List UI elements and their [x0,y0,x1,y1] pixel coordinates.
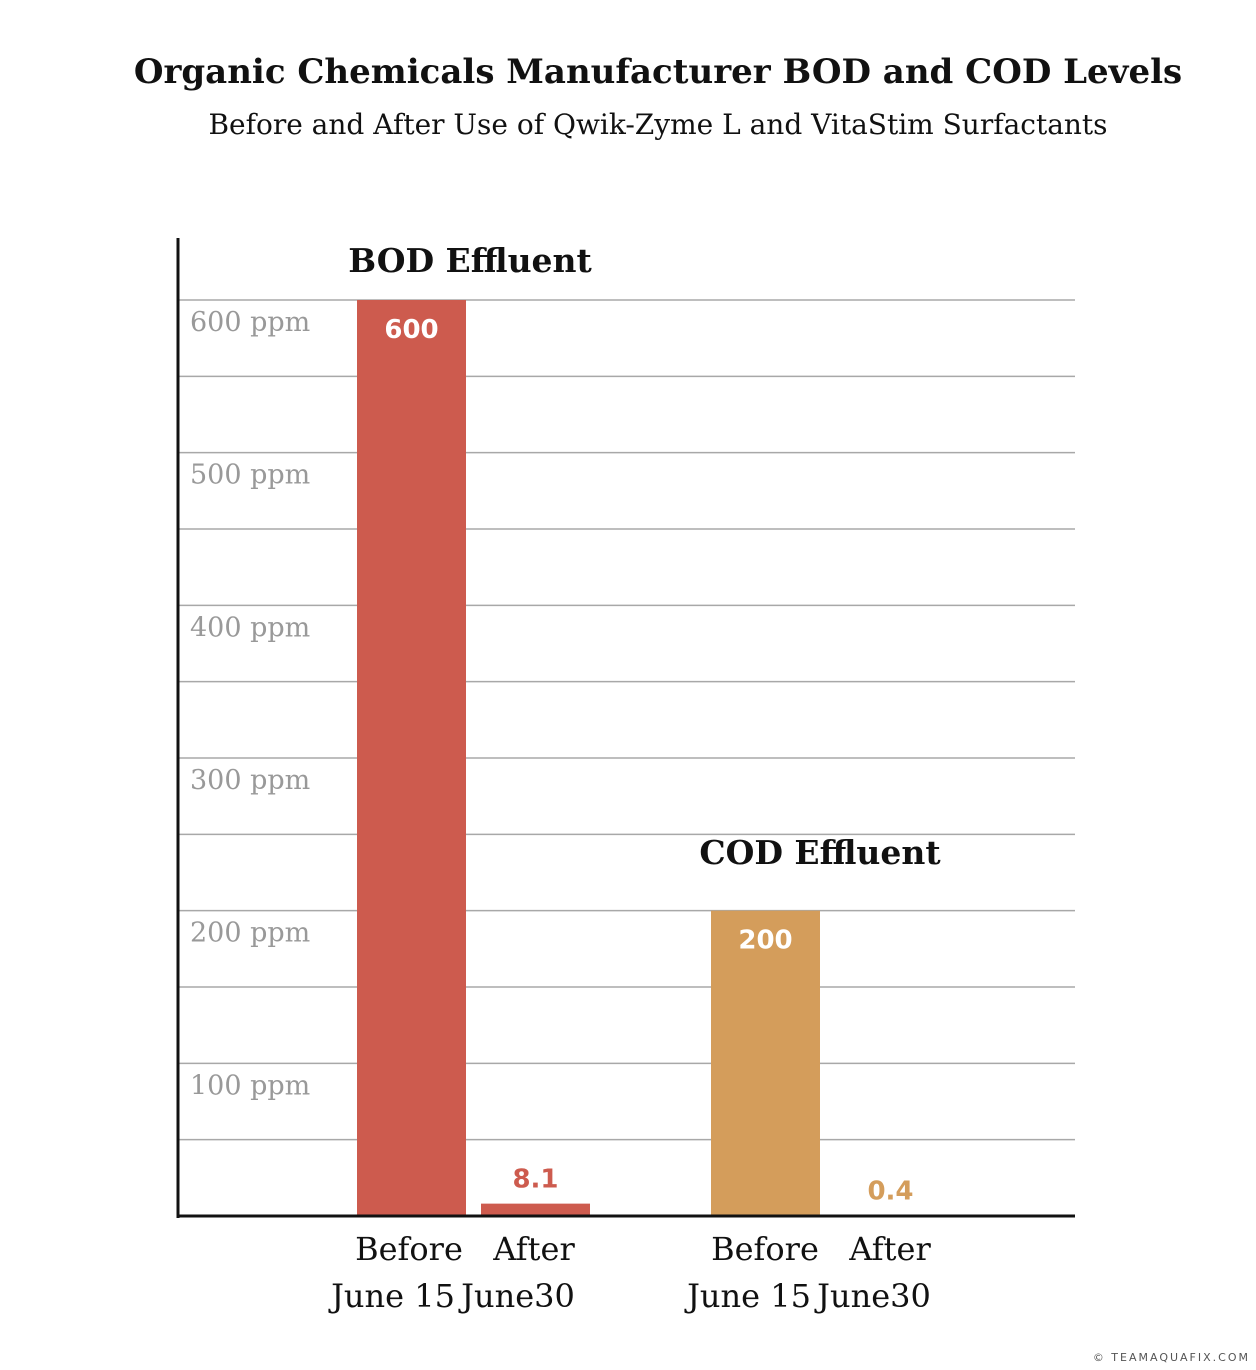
y-tick-label: 600 ppm [190,307,310,338]
series-label: COD Effluent [699,833,941,872]
x-tick-label: Before [355,1230,463,1268]
chart-subtitle: Before and After Use of Qwik-Zyme L and … [208,108,1108,141]
chart-title: Organic Chemicals Manufacturer BOD and C… [133,52,1183,92]
bar [481,1203,590,1216]
x-tick-label: Before [711,1230,819,1268]
data-label: 0.4 [867,1176,913,1206]
x-tick-label: June30 [458,1277,575,1315]
bar [711,910,820,1216]
y-tick-label: 400 ppm [190,612,310,643]
y-tick-label: 100 ppm [190,1070,310,1101]
y-tick-label: 200 ppm [190,918,310,949]
series-label: BOD Effluent [348,241,592,280]
x-tick-label: June 15 [684,1277,811,1315]
x-tick-label: June30 [814,1277,931,1315]
data-label: 600 [384,315,438,345]
y-tick-label: 500 ppm [190,460,310,491]
bar [357,300,466,1216]
x-tick-label: After [848,1230,931,1268]
data-label: 8.1 [512,1165,558,1195]
y-tick-label: 300 ppm [190,765,310,796]
x-tick-label: After [492,1230,575,1268]
watermark: © TEAMAQUAFIX.COM [1092,1351,1250,1364]
x-tick-label: June 15 [328,1277,455,1315]
data-label: 200 [738,926,792,956]
